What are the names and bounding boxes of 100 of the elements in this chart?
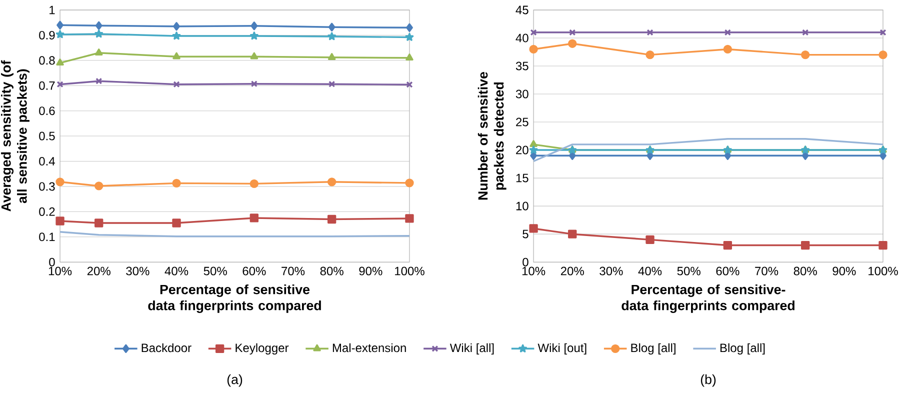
point xyxy=(646,235,654,244)
x-tick-label: 60% xyxy=(242,266,266,276)
point xyxy=(94,48,103,56)
point xyxy=(328,22,336,32)
y-tick-label: 0.1 xyxy=(39,232,55,242)
point xyxy=(800,50,810,60)
legend-label: Backdoor xyxy=(142,343,192,352)
legend-label: Wiki [all] xyxy=(450,343,494,354)
y-tick-label: 20 xyxy=(516,146,528,154)
y-tick-label: 1 xyxy=(50,6,55,14)
point xyxy=(406,53,414,60)
x-tick-label: 40% xyxy=(164,266,188,276)
y-tick-label: 0 xyxy=(49,258,55,266)
point xyxy=(250,214,259,222)
x-tick-label: 100% xyxy=(395,266,424,276)
point xyxy=(56,58,64,66)
y-tick-label: 0.7 xyxy=(39,81,55,90)
point xyxy=(646,50,654,60)
point xyxy=(568,39,577,48)
point xyxy=(56,178,64,186)
x-tick-label: 40% xyxy=(638,266,662,276)
y-tick-label: 0.5 xyxy=(39,132,55,140)
y-tick-label: 0.3 xyxy=(39,182,55,191)
text: (a) xyxy=(227,374,242,387)
x-tick-label: 90% xyxy=(832,266,856,276)
point xyxy=(646,29,654,36)
x-tick-label: 70% xyxy=(755,266,778,276)
x-tick-label: 30% xyxy=(600,266,623,276)
x-tick-label: 60% xyxy=(716,266,740,276)
point xyxy=(328,52,336,60)
point xyxy=(405,32,414,41)
point xyxy=(802,29,809,36)
point xyxy=(96,78,102,84)
y-tick-label: 0 xyxy=(522,258,528,266)
point xyxy=(172,178,181,188)
x-tick-label: 80% xyxy=(320,266,344,276)
legend-label: Blog [all] xyxy=(631,343,676,354)
point xyxy=(405,214,414,223)
y-tick-label: 35 xyxy=(516,62,528,70)
y-tick-label: 45 xyxy=(516,6,528,14)
y-tick-label: 10 xyxy=(516,202,528,210)
point xyxy=(724,29,731,36)
point xyxy=(529,224,538,233)
y-axis-title: Averaged sensitivity (of all sensitive packets) xyxy=(1,60,30,212)
point xyxy=(530,140,538,147)
point xyxy=(173,80,180,88)
legend-label: Mal-extension xyxy=(332,343,406,352)
point xyxy=(328,80,336,88)
point xyxy=(94,182,104,190)
x-tick-label: 20% xyxy=(87,266,110,276)
y-tick-label: 0.6 xyxy=(39,106,55,116)
y-axis-title: Number of sensitive packets detected xyxy=(478,72,506,200)
x-tick-label: 50% xyxy=(204,266,227,276)
point xyxy=(250,32,258,40)
x-tick-label: 10% xyxy=(522,266,546,276)
point xyxy=(878,240,888,250)
point xyxy=(172,32,181,40)
point xyxy=(56,20,64,30)
x-axis-title: Percentage of sensitive data fingerprints compared xyxy=(148,284,321,313)
point xyxy=(800,240,810,250)
x-tick-label: 90% xyxy=(359,266,382,276)
point xyxy=(328,32,336,40)
point xyxy=(568,230,577,238)
point xyxy=(723,44,732,54)
point xyxy=(172,52,180,60)
y-tick-label: 0.2 xyxy=(39,207,55,216)
x-tick-label: 70% xyxy=(282,266,305,276)
x-tick-label: 10% xyxy=(48,266,72,276)
y-tick-label: 25 xyxy=(516,118,528,126)
point xyxy=(529,146,538,154)
point xyxy=(94,30,104,38)
point xyxy=(529,44,538,54)
point xyxy=(327,214,336,224)
point xyxy=(878,50,888,60)
x-axis-title: Percentage of sensitive-data fingerprints compared xyxy=(622,284,794,313)
point xyxy=(405,178,414,188)
point xyxy=(172,218,181,228)
y-tick-label: 30 xyxy=(516,90,528,98)
point xyxy=(406,23,413,32)
legend-label: Wiki [out] xyxy=(538,343,586,354)
point xyxy=(250,80,258,88)
point xyxy=(569,29,576,36)
x-tick-label: 30% xyxy=(126,266,150,276)
point xyxy=(327,178,336,186)
x-tick-label: 100% xyxy=(868,266,898,276)
x-tick-label: 80% xyxy=(794,266,817,276)
point xyxy=(56,30,64,38)
point xyxy=(250,179,259,188)
point xyxy=(95,21,102,30)
point xyxy=(94,218,104,228)
point xyxy=(56,216,64,226)
y-tick-label: 5 xyxy=(522,230,528,238)
point xyxy=(250,21,258,30)
y-tick-label: 0.4 xyxy=(39,156,55,166)
point xyxy=(723,240,732,250)
legend-label: Blog [all] xyxy=(720,343,765,354)
point xyxy=(173,22,180,31)
y-tick-label: 0.8 xyxy=(39,56,55,65)
x-tick-label: 20% xyxy=(560,266,584,276)
y-tick-label: 15 xyxy=(516,174,528,182)
